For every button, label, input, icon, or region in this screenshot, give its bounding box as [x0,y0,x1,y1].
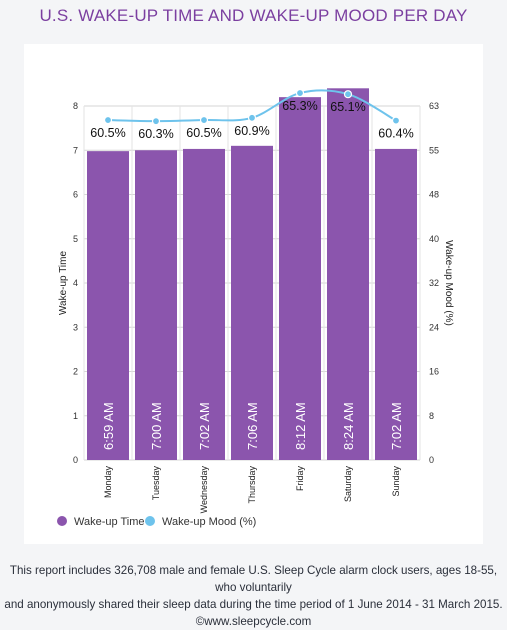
chart-svg: 0 1 2 3 4 5 6 7 8 0 8 16 24 32 40 48 55 63 6:59 AM 7:00 AM 7… [57,88,454,528]
y2-tick-label: 16 [429,367,439,377]
mood-value-label: 65.1% [330,100,365,114]
mood-point [343,90,353,99]
y-tick-label: 8 [73,101,78,111]
x-tick-label: Saturday [343,466,353,503]
bar [135,150,177,460]
mood-point [295,88,305,98]
y-tick-label: 3 [73,322,78,332]
bar [327,88,369,461]
x-tick-label: Sunday [391,466,401,497]
bar [231,145,273,460]
bar-value-label: 7:00 AM [149,402,164,450]
y-tick-label: 0 [73,455,78,465]
x-tick-label: Monday [103,466,113,499]
mood-point [103,115,113,125]
y2-tick-label: 32 [429,278,439,288]
y-tick-label: 7 [73,145,78,155]
y-tick-label: 1 [73,411,78,421]
y-tick-label: 2 [73,367,78,377]
mood-value-label: 60.5% [186,126,221,140]
x-tick-label: Thursday [247,466,257,504]
chart-title: U.S. WAKE-UP TIME AND WAKE-UP MOOD PER D… [39,6,468,25]
mood-value-label: 60.5% [90,126,125,140]
x-tick-label: Wednesday [199,466,209,514]
bar-value-label: 7:02 AM [197,402,212,450]
y-axis-title: Wake-up Time [58,251,69,316]
mood-value-label: 65.3% [282,99,317,113]
x-tick-label: Friday [295,466,305,492]
y-tick-label: 4 [73,278,78,288]
y2-tick-label: 40 [429,234,439,244]
mood-point [151,117,161,126]
footer-line-1: This report includes 326,708 male and fe… [9,564,498,594]
y-tick-label: 6 [73,190,78,200]
mood-point [391,116,401,125]
x-tick-label: Tuesday [151,466,161,501]
bar [87,151,129,460]
y2-tick-label: 48 [429,190,439,200]
bar [279,97,321,461]
bar-value-label: 7:02 AM [389,402,404,450]
y2-tick-label: 55 [429,145,439,155]
mood-value-label: 60.4% [378,127,413,141]
legend-swatch-wake-up-time [57,516,67,526]
y2-tick-label: 24 [429,322,439,332]
mood-value-label: 60.3% [138,127,173,141]
legend-label-wake-up-mood: Wake-up Mood (%) [162,516,256,528]
bar-value-label: 6:59 AM [101,402,116,450]
footer-line-2: and anonymously shared their sleep data … [4,598,503,611]
legend-label-wake-up-time: Wake-up Time [74,516,145,528]
y2-tick-label: 8 [429,411,434,421]
y-tick-label: 5 [73,234,78,244]
bar-value-label: 8:12 AM [293,402,308,450]
mood-value-label: 60.9% [234,124,269,138]
footer-copyright: ©www.sleepcycle.com [195,615,312,628]
bar [375,148,417,461]
legend-swatch-wake-up-mood [145,516,155,526]
y2-tick-label: 0 [429,455,434,465]
y2-tick-label: 63 [429,101,439,111]
bar-value-label: 8:24 AM [341,402,356,450]
bar-value-label: 7:06 AM [245,402,260,450]
mood-point [247,113,257,122]
bar [183,148,225,461]
y2-axis-title: Wake-up Mood (%) [443,240,454,326]
footer-note: This report includes 326,708 male and fe… [0,562,507,630]
mood-point [199,115,209,125]
